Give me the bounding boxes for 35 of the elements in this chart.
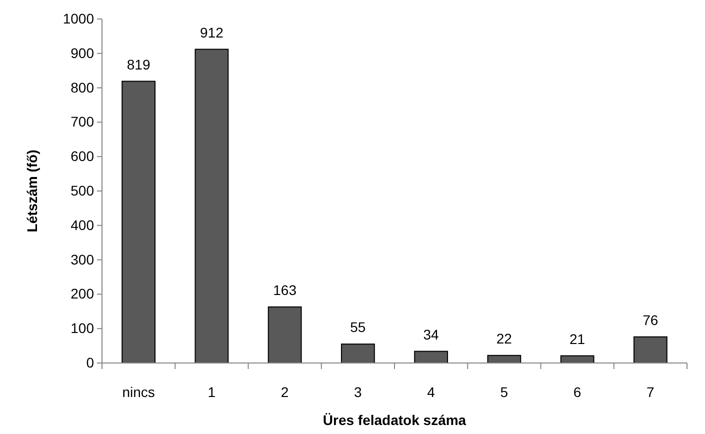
data-label: 22 (496, 330, 512, 346)
y-tick-label: 800 (70, 79, 94, 96)
x-tick-label: 5 (500, 384, 508, 400)
data-label: 21 (570, 330, 586, 347)
bar (340, 344, 375, 364)
x-tick-label: 6 (573, 384, 582, 400)
bar (268, 306, 302, 364)
bar (194, 48, 229, 364)
y-tick-label: 100 (70, 320, 94, 336)
x-tick-label: nincs (122, 384, 155, 400)
y-tick-label: 600 (70, 148, 94, 164)
y-tick-label: 200 (70, 286, 94, 302)
y-tick-label: 500 (70, 182, 94, 198)
y-axis-title: Létszám (fő) (24, 150, 40, 232)
x-tick-label: 4 (427, 384, 436, 400)
bar (414, 350, 448, 364)
data-label: 912 (200, 24, 224, 40)
y-tick-label: 0 (86, 354, 94, 370)
data-label: 34 (423, 326, 440, 342)
x-axis-title: Üres feladatok száma (322, 412, 466, 428)
y-tick-label: 400 (70, 216, 94, 233)
y-tick-label: 900 (70, 44, 94, 61)
y-tick-label: 700 (70, 114, 94, 130)
y-tick-label: 300 (70, 251, 94, 268)
y-tick-label: 1000 (62, 10, 94, 26)
bar (633, 336, 668, 364)
x-tick-label: 7 (646, 384, 655, 400)
data-label: 163 (273, 282, 297, 298)
bar (122, 80, 156, 364)
x-tick-label: 3 (354, 384, 362, 400)
data-label: 76 (642, 312, 658, 328)
data-label: 819 (126, 56, 150, 72)
x-tick-label: 1 (208, 384, 216, 400)
data-label: 55 (350, 319, 366, 336)
x-tick-label: 2 (280, 384, 289, 400)
